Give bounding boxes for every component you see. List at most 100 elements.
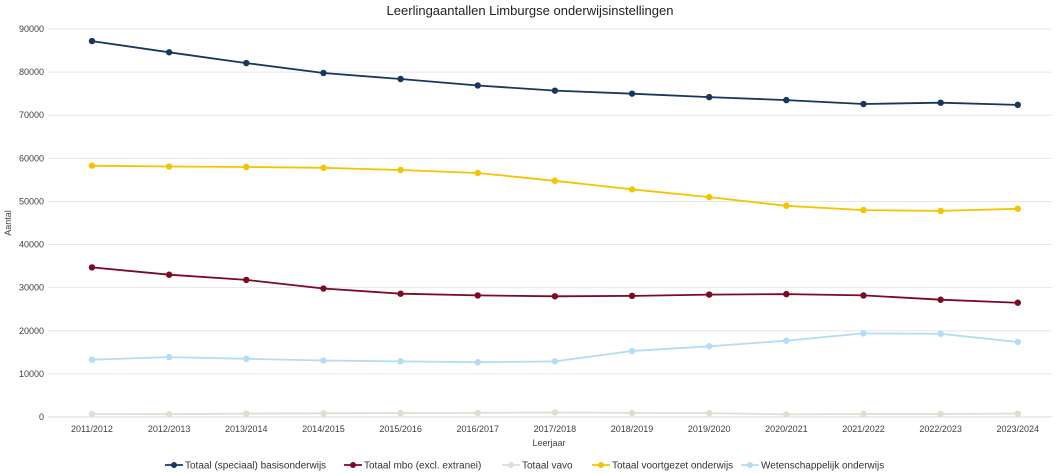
data-point	[474, 82, 481, 89]
data-point	[706, 343, 713, 350]
data-point	[88, 37, 96, 45]
x-axis-label: Leerjaar	[532, 438, 565, 448]
x-tick-label: 2023/2024	[997, 424, 1040, 434]
data-point	[320, 410, 327, 417]
data-point	[1014, 338, 1021, 346]
data-point	[1014, 101, 1021, 109]
chart-title: Leerlingaantallen Limburgse onderwijsins…	[387, 3, 674, 18]
x-tick-label: 2013/2014	[225, 424, 268, 434]
data-point	[706, 193, 713, 201]
series-line	[91, 164, 1018, 212]
data-point	[88, 162, 96, 169]
data-point	[706, 93, 713, 101]
legend-item: Totaal vavo	[502, 461, 573, 472]
data-point	[860, 330, 867, 337]
data-point	[320, 285, 327, 292]
y-axis-label: Aantal	[3, 210, 13, 236]
data-point	[243, 355, 250, 362]
data-point	[474, 169, 481, 177]
data-point	[397, 166, 404, 174]
gridlines	[48, 28, 1052, 375]
data-point	[628, 186, 636, 193]
x-axis-ticks: 2011/2012 2012/2013 2013/2014 2014/2015 2015…	[71, 424, 1039, 434]
y-tick-label: 20000	[19, 326, 44, 336]
data-point	[783, 96, 790, 104]
legend-item: Wetenschappelijk onderwijs	[741, 461, 884, 472]
x-tick-label: 2022/2023	[919, 424, 962, 434]
data-point	[860, 206, 867, 214]
legend-label: Totaal vavo	[522, 461, 573, 472]
data-point	[628, 347, 636, 355]
series-2	[88, 409, 1021, 418]
data-point	[1014, 205, 1021, 212]
data-point	[243, 276, 250, 284]
y-tick-label: 50000	[19, 196, 44, 206]
data-point	[1014, 410, 1021, 417]
series-4	[88, 330, 1021, 366]
data-point	[937, 296, 944, 303]
series-0	[88, 37, 1021, 109]
data-point	[320, 357, 327, 364]
data-point	[551, 293, 559, 300]
legend-item: Totaal (speciaal) basisonderwijs	[165, 461, 326, 472]
data-point	[860, 292, 867, 299]
x-tick-label: 2018/2019	[611, 424, 654, 434]
legend-swatch-marker	[171, 462, 177, 468]
data-point	[783, 290, 790, 298]
y-tick-label: 30000	[19, 283, 44, 293]
data-point	[165, 271, 173, 278]
legend-label: Totaal voortgezet onderwijs	[612, 461, 733, 472]
data-point	[165, 49, 173, 56]
data-point	[937, 99, 944, 106]
data-point	[320, 69, 327, 77]
x-tick-label: 2014/2015	[302, 424, 345, 434]
data-point	[88, 356, 96, 363]
data-point	[165, 163, 173, 170]
legend-swatch-marker	[747, 462, 753, 468]
data-point	[243, 410, 250, 417]
data-point	[320, 164, 327, 172]
data-point	[706, 291, 713, 298]
legend-swatch-marker	[350, 462, 356, 468]
y-tick-label: 90000	[19, 24, 44, 34]
data-point	[551, 177, 559, 184]
y-tick-label: 10000	[19, 369, 44, 379]
x-tick-label: 2016/2017	[456, 424, 499, 434]
data-point	[937, 330, 944, 337]
legend-label: Wetenschappelijk onderwijs	[761, 461, 884, 472]
x-tick-label: 2011/2012	[71, 424, 113, 434]
legend-swatch-marker	[508, 462, 514, 468]
data-point	[937, 410, 944, 418]
x-tick-label: 2019/2020	[688, 424, 731, 434]
legend-item: Totaal mbo (excl. extranei)	[344, 461, 481, 472]
x-tick-label: 2020/2021	[765, 424, 808, 434]
data-point	[397, 75, 404, 83]
data-point	[88, 410, 96, 418]
y-tick-label: 70000	[19, 110, 44, 120]
data-point	[1014, 299, 1021, 306]
data-point	[474, 409, 481, 417]
series-line	[91, 40, 1018, 106]
legend-swatch-marker	[598, 462, 604, 468]
data-point	[243, 163, 250, 171]
x-tick-label: 2015/2016	[379, 424, 422, 434]
data-point	[551, 358, 559, 365]
data-point	[474, 359, 481, 366]
x-tick-label: 2017/2018	[534, 424, 577, 434]
data-point	[628, 409, 636, 417]
legend-label: Totaal (speciaal) basisonderwijs	[185, 461, 326, 472]
data-point	[860, 410, 867, 418]
data-point	[397, 409, 404, 417]
legend-label: Totaal mbo (excl. extranei)	[364, 461, 481, 472]
data-point	[706, 409, 713, 417]
series-3	[88, 162, 1021, 215]
y-tick-label: 60000	[19, 153, 44, 163]
data-point	[551, 409, 559, 416]
series-line	[91, 332, 1018, 364]
data-point	[783, 411, 790, 418]
y-tick-label: 80000	[19, 67, 44, 77]
data-point	[628, 90, 636, 97]
y-axis-ticks: 0 10000 20000 30000 40000 50000 60000 70000 8000…	[19, 24, 44, 422]
y-tick-label: 40000	[19, 240, 44, 250]
